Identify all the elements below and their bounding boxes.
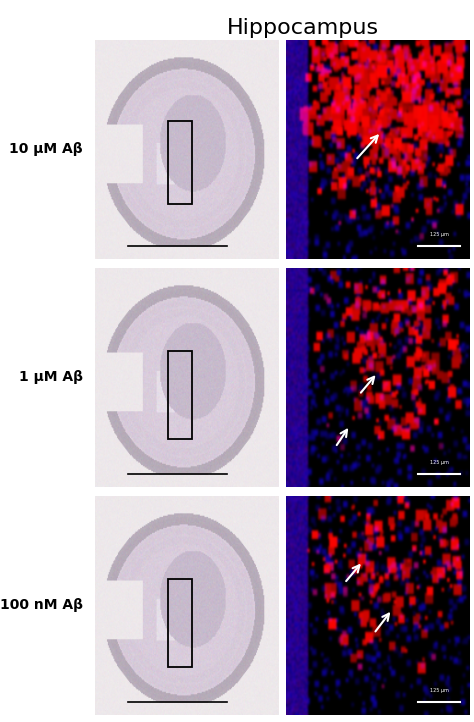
Bar	[168, 579, 192, 666]
Bar	[168, 121, 192, 204]
Text: 125 µm: 125 µm	[429, 688, 448, 693]
Text: 10 μM Aβ: 10 μM Aβ	[9, 142, 83, 157]
Text: 125 µm: 125 µm	[429, 232, 448, 237]
Bar	[168, 351, 192, 439]
Text: 100 nM Aβ: 100 nM Aβ	[0, 598, 83, 612]
Text: 1 μM Aβ: 1 μM Aβ	[19, 370, 83, 384]
Text: Hippocampus: Hippocampus	[228, 18, 379, 38]
Text: 125 µm: 125 µm	[429, 460, 448, 465]
